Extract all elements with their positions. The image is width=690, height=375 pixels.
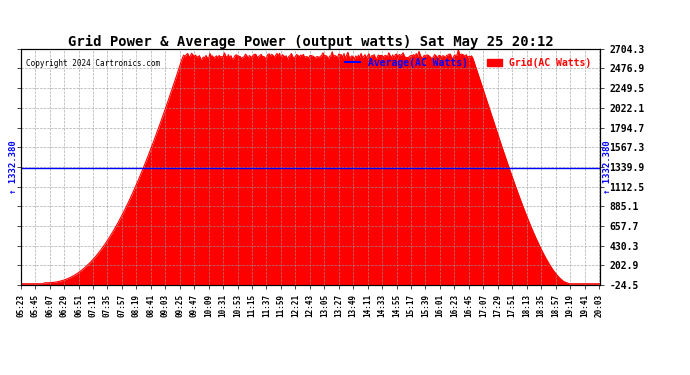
Text: ↑ 1332.380: ↑ 1332.380 <box>603 141 612 194</box>
Title: Grid Power & Average Power (output watts) Sat May 25 20:12: Grid Power & Average Power (output watts… <box>68 34 553 49</box>
Text: Copyright 2024 Cartronics.com: Copyright 2024 Cartronics.com <box>26 59 161 68</box>
Text: ↑ 1332.380: ↑ 1332.380 <box>9 141 18 194</box>
Legend: Average(AC Watts), Grid(AC Watts): Average(AC Watts), Grid(AC Watts) <box>342 54 595 71</box>
